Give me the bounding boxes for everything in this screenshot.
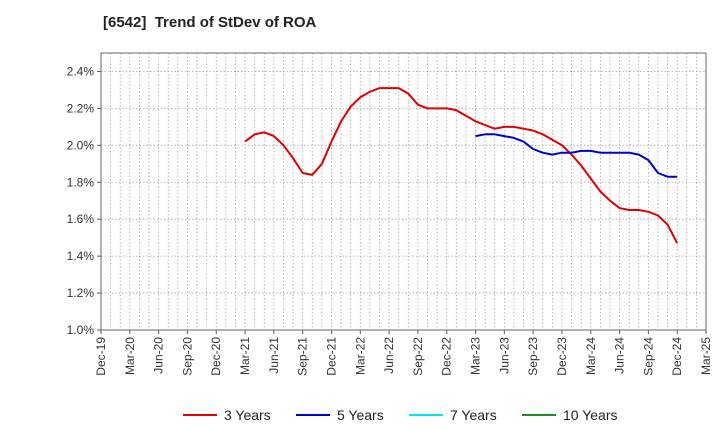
y-tick-label: 2.0% [67,138,95,152]
series-line-3-years [244,87,679,244]
legend-swatch-10-years [522,414,556,416]
chart-title: [6542] Trend of StDev of ROA [103,14,317,31]
x-tick-label: Jun-23 [497,337,511,374]
legend: 3 Years 5 Years 7 Years 10 Years [0,405,720,425]
x-tick-label: Jun-22 [382,337,396,374]
x-tick-label: Mar-24 [584,337,598,375]
y-tick-label: 1.8% [67,175,95,189]
y-tick-label: 1.0% [67,323,95,337]
y-tick-label: 1.6% [67,212,95,226]
plot-area [101,53,706,330]
x-tick-label: Mar-20 [123,337,137,375]
x-tick-label: Dec-23 [555,337,569,376]
x-tick-label: Mar-22 [353,337,367,375]
x-tick-label: Mar-23 [469,337,483,375]
x-tick-label: Mar-21 [238,337,252,375]
x-tick-label: Jun-20 [152,337,166,374]
legend-swatch-3-years [183,414,217,416]
legend-item-10-years: 10 Years [522,405,618,425]
x-tick-label: Sep-24 [641,337,655,376]
x-tick-label: Dec-24 [670,337,684,376]
x-tick-label: Sep-23 [526,337,540,376]
legend-item-7-years: 7 Years [409,405,497,425]
y-tick-label: 2.4% [67,64,95,78]
legend-label-10-years: 10 Years [563,407,618,423]
legend-label-7-years: 7 Years [450,407,497,423]
legend-label-3-years: 3 Years [224,407,271,423]
x-tick-label: Dec-20 [209,337,223,376]
y-tick-label: 1.4% [67,249,95,263]
y-tick-label: 2.2% [67,101,95,115]
x-tick-label: Sep-21 [296,337,310,376]
x-tick-label: Jun-24 [613,337,627,374]
x-tick-label: Jun-21 [267,337,281,374]
x-tick-label: Sep-22 [411,337,425,376]
legend-label-5-years: 5 Years [337,407,384,423]
legend-swatch-7-years [409,414,443,416]
x-tick-label: Mar-25 [699,337,713,375]
legend-item-5-years: 5 Years [296,405,384,425]
legend-swatch-5-years [296,414,330,416]
x-tick-label: Dec-22 [440,337,454,376]
x-tick-label: Dec-21 [324,337,338,376]
plot-border [100,52,707,331]
legend-item-3-years: 3 Years [183,405,271,425]
y-tick-label: 1.2% [67,286,95,300]
x-tick-label: Dec-19 [94,337,108,376]
x-tick-label: Sep-20 [180,337,194,376]
series-line-5-years [475,133,678,178]
